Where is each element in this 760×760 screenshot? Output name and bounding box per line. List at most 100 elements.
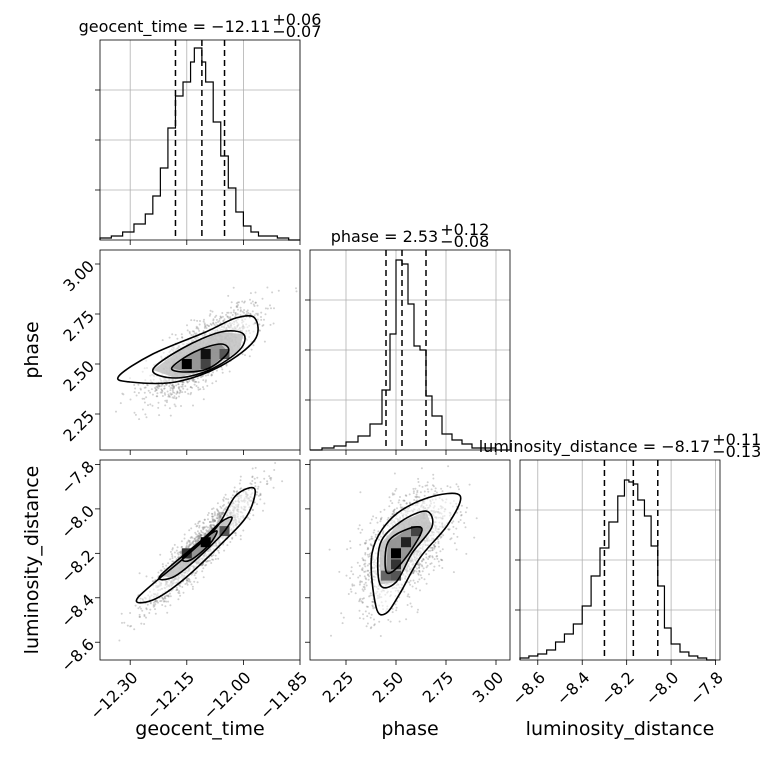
scatter-point [149, 608, 152, 611]
scatter-point [362, 585, 365, 588]
x-axis-label-geocent_time: geocent_time [135, 718, 264, 740]
scatter-point [173, 551, 176, 554]
scatter-point [220, 513, 223, 516]
scatter-point [179, 585, 182, 588]
x-tick-label: 3.00 [469, 668, 508, 707]
scatter-point [419, 563, 422, 566]
scatter-point [144, 386, 147, 389]
scatter-point [370, 544, 372, 547]
scatter-point [428, 573, 430, 576]
scatter-point [217, 513, 220, 516]
scatter-point [154, 387, 157, 390]
scatter-point [170, 393, 173, 396]
scatter-point [165, 383, 168, 386]
scatter-point [137, 607, 140, 610]
scatter-point [227, 498, 230, 501]
scatter-point [428, 555, 430, 558]
scatter-point [221, 505, 224, 507]
scatter-point [161, 604, 164, 606]
scatter-point [422, 567, 425, 570]
scatter-point [250, 348, 253, 351]
scatter-point [245, 313, 248, 316]
scatter-point [429, 563, 432, 565]
scatter-point [129, 625, 132, 628]
scatter-point [369, 555, 372, 557]
scatter-point [202, 522, 205, 525]
scatter-point [354, 592, 357, 595]
scatter-point [193, 383, 196, 386]
scatter-point [440, 487, 443, 490]
scatter-point [361, 528, 364, 531]
scatter-point [393, 509, 396, 511]
scatter-point [168, 407, 171, 410]
scatter-point [223, 507, 226, 510]
scatter-point [433, 547, 436, 550]
scatter-point [351, 583, 354, 586]
scatter-point [160, 391, 163, 394]
scatter-point [202, 533, 205, 536]
scatter-point [408, 493, 411, 496]
scatter-point [181, 336, 183, 339]
title-minus: −0.07 [272, 22, 321, 41]
scatter-point [235, 305, 238, 307]
scatter-point [263, 318, 265, 321]
scatter-point [235, 302, 238, 305]
scatter-point [213, 524, 215, 527]
scatter-point [186, 381, 189, 384]
scatter-point [164, 605, 167, 608]
contour-line-0 [116, 314, 259, 385]
scatter-point [231, 537, 234, 540]
scatter-point [263, 477, 266, 480]
scatter-point [213, 519, 216, 522]
scatter-point [143, 613, 146, 616]
scatter-point [169, 389, 172, 392]
scatter-point [365, 542, 367, 544]
scatter-point [178, 551, 181, 554]
scatter-point [365, 625, 368, 628]
scatter-point [350, 570, 353, 573]
scatter-point [437, 545, 440, 548]
scatter-point [449, 538, 452, 541]
scatter-point [219, 515, 222, 518]
scatter-point [224, 493, 227, 496]
scatter-point [252, 344, 255, 347]
scatter-point [212, 518, 215, 521]
scatter-point [210, 374, 213, 377]
scatter-point [418, 570, 421, 572]
scatter-point [185, 544, 188, 547]
scatter-point [176, 390, 179, 393]
scatter-point [411, 585, 414, 588]
scatter-point [212, 554, 215, 557]
x-tick-label: −12.30 [86, 668, 141, 723]
scatter-point [196, 581, 199, 584]
scatter-point [198, 524, 201, 527]
scatter-point [374, 533, 377, 536]
scatter-point [429, 546, 432, 549]
x-tick-label: −8.6 [508, 668, 549, 709]
scatter-point [417, 564, 420, 566]
scatter-point [194, 577, 197, 580]
scatter-point [431, 556, 434, 559]
scatter-point [458, 488, 460, 491]
scatter-point [149, 391, 152, 394]
scatter-point [452, 520, 455, 523]
scatter-point [362, 589, 365, 592]
scatter-point [175, 549, 178, 552]
scatter-point [188, 544, 191, 547]
scatter-point [446, 485, 449, 488]
scatter-point [177, 383, 180, 386]
scatter-point [176, 588, 179, 591]
scatter-point [254, 485, 257, 488]
scatter-point [361, 567, 364, 570]
scatter-point [206, 514, 209, 516]
x-tick-label: −11.85 [256, 668, 311, 723]
scatter-point [389, 499, 392, 502]
scatter-point [173, 391, 176, 394]
scatter-point [364, 565, 367, 568]
scatter-point [392, 510, 395, 513]
scatter-point [379, 635, 382, 637]
scatter-point [165, 600, 168, 603]
scatter-point [239, 475, 242, 478]
scatter-point [243, 311, 245, 314]
